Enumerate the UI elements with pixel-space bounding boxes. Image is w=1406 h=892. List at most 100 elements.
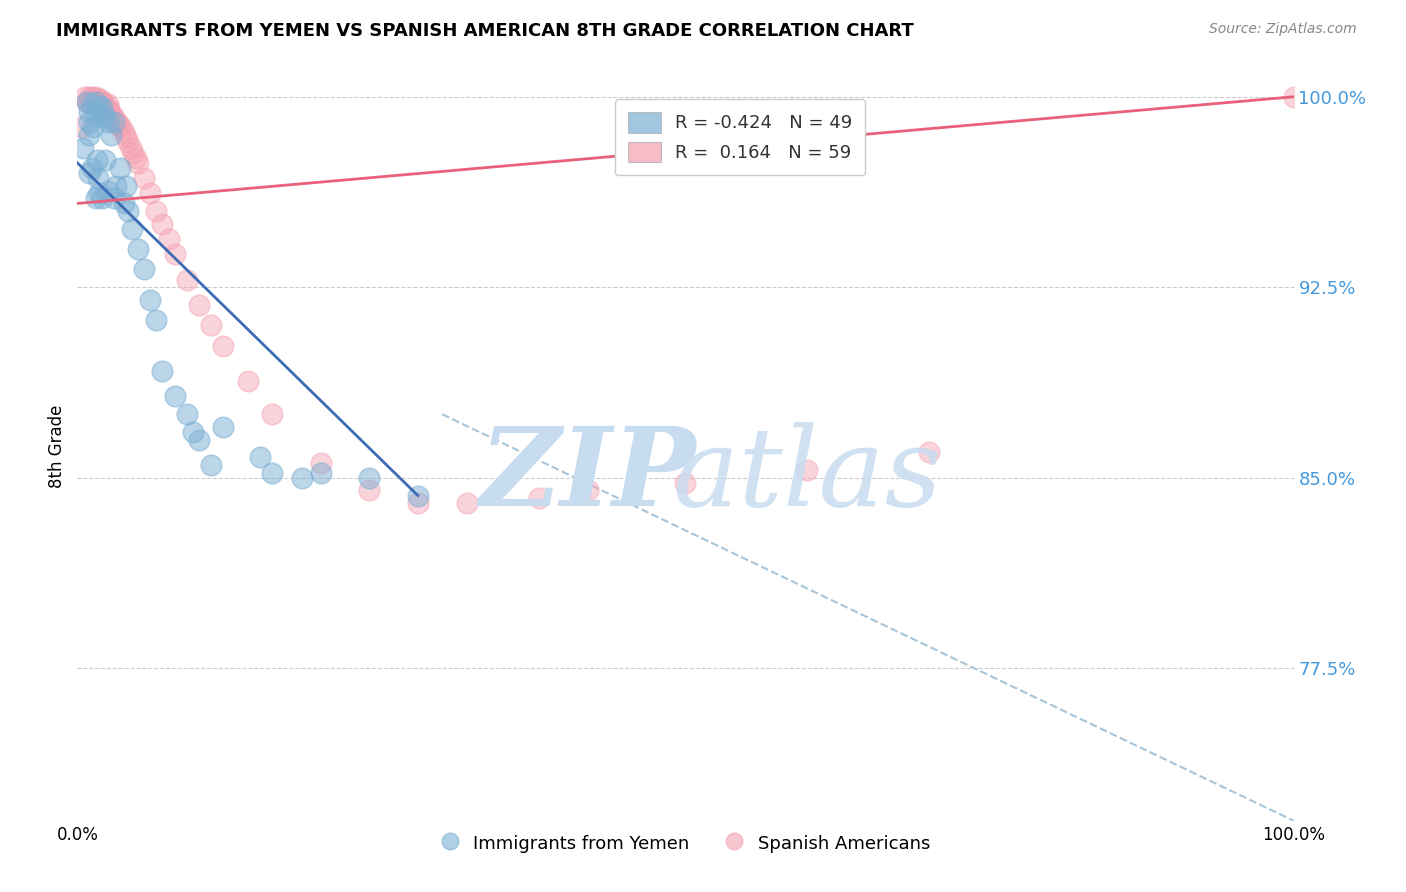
Point	[115, 178, 138, 193]
Point	[200, 318, 222, 333]
Point	[91, 95, 114, 109]
Point	[125, 151, 148, 165]
Point	[120, 140, 142, 154]
Point	[176, 272, 198, 286]
Point	[80, 161, 103, 175]
Point	[84, 107, 107, 121]
Point	[94, 153, 117, 168]
Point	[675, 475, 697, 490]
Point	[89, 100, 111, 114]
Point	[82, 120, 104, 135]
Point	[79, 89, 101, 103]
Point	[145, 313, 167, 327]
Point	[79, 166, 101, 180]
Point	[236, 374, 259, 388]
Point	[103, 115, 125, 129]
Point	[84, 95, 107, 109]
Point	[406, 489, 429, 503]
Point	[406, 496, 429, 510]
Point	[90, 100, 112, 114]
Point	[84, 191, 107, 205]
Point	[79, 128, 101, 142]
Text: atlas: atlas	[672, 422, 942, 530]
Point	[105, 115, 128, 129]
Point	[80, 97, 103, 112]
Point	[359, 483, 381, 498]
Point	[163, 389, 186, 403]
Point	[110, 120, 132, 135]
Text: ZIP: ZIP	[479, 422, 696, 530]
Point	[291, 471, 314, 485]
Point	[212, 420, 235, 434]
Point	[90, 110, 112, 124]
Point	[100, 107, 122, 121]
Point	[309, 456, 332, 470]
Point	[89, 92, 111, 106]
Point	[127, 242, 149, 256]
Point	[97, 115, 120, 129]
Y-axis label: 8th Grade: 8th Grade	[48, 404, 66, 488]
Point	[139, 293, 162, 307]
Point	[176, 407, 198, 421]
Point	[82, 92, 104, 106]
Point	[84, 92, 107, 106]
Point	[76, 95, 98, 109]
Point	[89, 95, 111, 109]
Point	[918, 445, 941, 459]
Point	[108, 161, 131, 175]
Point	[98, 105, 121, 120]
Point	[107, 115, 129, 129]
Point	[181, 425, 204, 439]
Point	[93, 97, 115, 112]
Point	[145, 204, 167, 219]
Point	[212, 339, 235, 353]
Point	[200, 458, 222, 472]
Point	[97, 103, 120, 117]
Point	[89, 186, 111, 201]
Point	[134, 262, 156, 277]
Point	[117, 136, 139, 150]
Point	[70, 120, 93, 135]
Point	[117, 204, 139, 219]
Point	[112, 125, 135, 139]
Point	[122, 145, 145, 160]
Point	[103, 110, 125, 124]
Point	[86, 153, 108, 168]
Point	[115, 130, 138, 145]
Point	[103, 191, 125, 205]
Text: IMMIGRANTS FROM YEMEN VS SPANISH AMERICAN 8TH GRADE CORRELATION CHART: IMMIGRANTS FROM YEMEN VS SPANISH AMERICA…	[56, 22, 914, 40]
Point	[72, 140, 94, 154]
Point	[107, 118, 129, 132]
Text: Source: ZipAtlas.com: Source: ZipAtlas.com	[1209, 22, 1357, 37]
Point	[84, 89, 107, 103]
Point	[163, 247, 186, 261]
Point	[90, 95, 112, 109]
Point	[90, 191, 112, 205]
Point	[134, 171, 156, 186]
Point	[80, 89, 103, 103]
Point	[90, 100, 112, 114]
Point	[796, 463, 818, 477]
Point	[105, 178, 128, 193]
Point	[89, 97, 111, 112]
Point	[76, 95, 98, 109]
Point	[157, 232, 180, 246]
Point	[188, 433, 211, 447]
Point	[112, 196, 135, 211]
Point	[83, 95, 105, 109]
Point	[576, 483, 599, 498]
Point	[73, 89, 96, 103]
Point	[80, 97, 103, 112]
Point	[529, 491, 551, 505]
Point	[309, 466, 332, 480]
Point	[79, 95, 101, 109]
Point	[96, 103, 118, 117]
Point	[93, 107, 115, 121]
Point	[359, 471, 381, 485]
Point	[87, 171, 110, 186]
Point	[79, 115, 101, 129]
Point	[139, 186, 162, 201]
Point	[152, 217, 174, 231]
Point	[127, 156, 149, 170]
Point	[260, 407, 283, 421]
